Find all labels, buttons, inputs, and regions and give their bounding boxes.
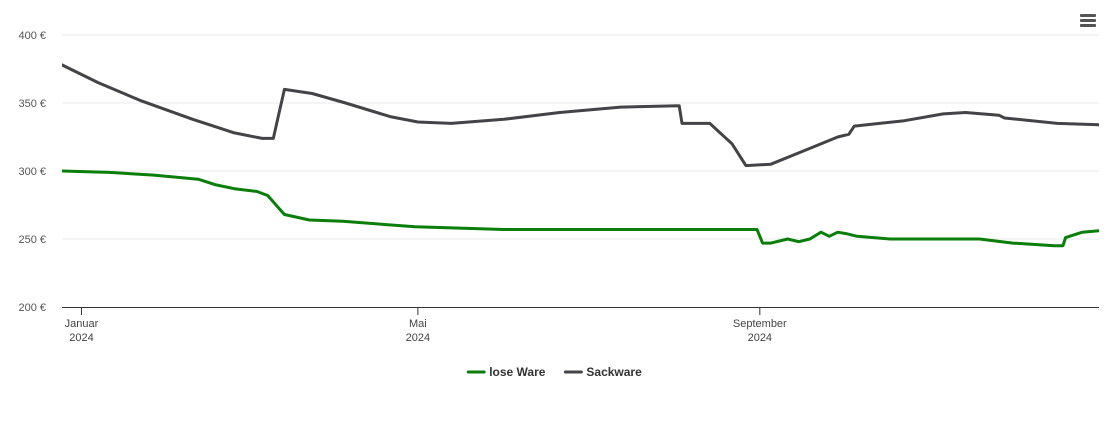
x-tick-month-label: September (733, 318, 787, 330)
menu-bar-2 (1080, 19, 1096, 22)
series-line-2 (62, 63, 1099, 168)
series-lines (62, 63, 1099, 248)
chart-menu-button[interactable] (1076, 10, 1100, 32)
x-tick-month-label: Mai (409, 318, 427, 330)
legend[interactable]: lose Ware Sackware (466, 365, 642, 379)
legend-label: lose Ware (489, 365, 546, 379)
grid-lines (62, 34, 1099, 240)
legend-item-1[interactable]: lose Ware (466, 365, 546, 379)
menu-bar-1 (1080, 14, 1096, 17)
y-axis-tick-labels: 400 € 350 € 300 € 250 € 200 € (18, 30, 46, 314)
x-tick-year-label: 2024 (406, 332, 430, 344)
series-line-1 (62, 169, 1099, 248)
y-tick-label: 350 € (18, 98, 46, 110)
legend-label: Sackware (586, 365, 642, 379)
y-tick-label: 300 € (18, 166, 46, 178)
y-tick-label: 200 € (18, 302, 46, 314)
x-tick-year-label: 2024 (748, 332, 772, 344)
y-tick-label: 250 € (18, 234, 46, 246)
x-tick-month-label: Januar (65, 318, 99, 330)
x-axis: Januar 2024 Mai 2024 September 2024 (62, 307, 1099, 344)
menu-bar-3 (1080, 24, 1096, 27)
legend-item-2[interactable]: Sackware (563, 365, 642, 379)
x-tick-year-label: 2024 (69, 332, 93, 344)
y-tick-label: 400 € (18, 30, 46, 42)
